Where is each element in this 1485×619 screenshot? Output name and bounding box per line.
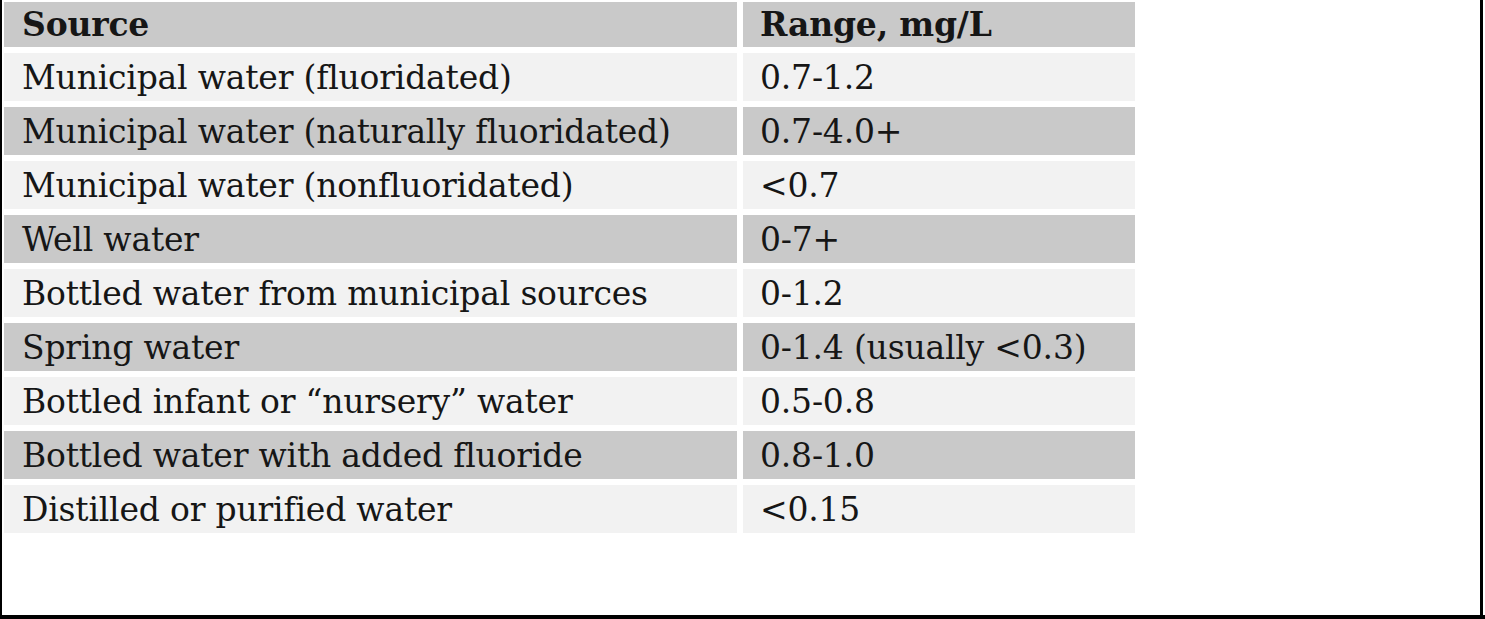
table-row: Bottled infant or “nursery” water 0.5-0.… (4, 377, 1135, 425)
source-cell: Bottled water from municipal sources (4, 269, 737, 317)
source-cell: Municipal water (fluoridated) (4, 53, 737, 101)
range-cell: <0.15 (743, 485, 1135, 533)
range-cell: 0.7-4.0+ (743, 107, 1135, 155)
source-cell: Spring water (4, 323, 737, 371)
fluoride-sources-table: Source Range, mg/L Municipal water (fluo… (4, 2, 1135, 533)
source-cell: Municipal water (naturally fluoridated) (4, 107, 737, 155)
table-row: Bottled water from municipal sources 0-1… (4, 269, 1135, 317)
range-cell: 0.5-0.8 (743, 377, 1135, 425)
range-cell: 0.7-1.2 (743, 53, 1135, 101)
range-cell: 0-1.2 (743, 269, 1135, 317)
right-frame-line (1480, 0, 1483, 619)
page: Source Range, mg/L Municipal water (fluo… (0, 0, 1485, 619)
range-cell: 0-7+ (743, 215, 1135, 263)
source-cell: Municipal water (nonfluoridated) (4, 161, 737, 209)
range-cell: 0-1.4 (usually <0.3) (743, 323, 1135, 371)
bottom-frame-line (0, 615, 1485, 619)
table-row: Distilled or purified water <0.15 (4, 485, 1135, 533)
table-row: Well water 0-7+ (4, 215, 1135, 263)
source-cell: Bottled water with added fluoride (4, 431, 737, 479)
column-header-source: Source (4, 2, 737, 47)
table-row: Municipal water (nonfluoridated) <0.7 (4, 161, 1135, 209)
range-cell: 0.8-1.0 (743, 431, 1135, 479)
table-row: Bottled water with added fluoride 0.8-1.… (4, 431, 1135, 479)
column-header-range: Range, mg/L (743, 2, 1135, 47)
source-cell: Distilled or purified water (4, 485, 737, 533)
table-header-row: Source Range, mg/L (4, 2, 1135, 47)
table-row: Municipal water (naturally fluoridated) … (4, 107, 1135, 155)
table-row: Municipal water (fluoridated) 0.7-1.2 (4, 53, 1135, 101)
range-cell: <0.7 (743, 161, 1135, 209)
table-row: Spring water 0-1.4 (usually <0.3) (4, 323, 1135, 371)
source-cell: Well water (4, 215, 737, 263)
source-cell: Bottled infant or “nursery” water (4, 377, 737, 425)
left-frame-line (0, 0, 2, 619)
